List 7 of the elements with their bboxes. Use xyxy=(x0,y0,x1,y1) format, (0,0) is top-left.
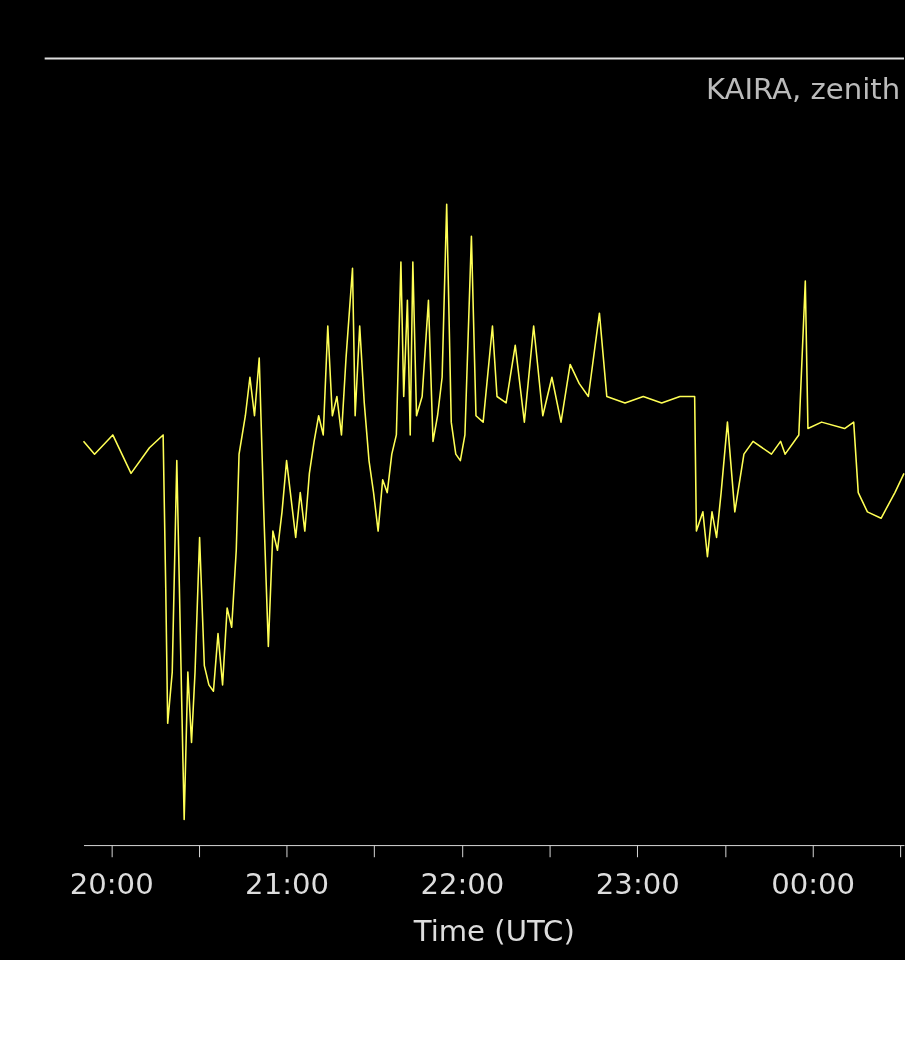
x-tick-label: 23:00 xyxy=(595,867,680,902)
x-axis-title: Time (UTC) xyxy=(412,913,575,948)
x-tick-label: 00:00 xyxy=(771,867,856,902)
text: KAIRA, zenith xyxy=(705,72,901,107)
x-tick-label: 21:00 xyxy=(245,867,330,902)
x-tick-label: 20:00 xyxy=(69,867,154,902)
x-tick-label: 22:00 xyxy=(420,867,505,902)
